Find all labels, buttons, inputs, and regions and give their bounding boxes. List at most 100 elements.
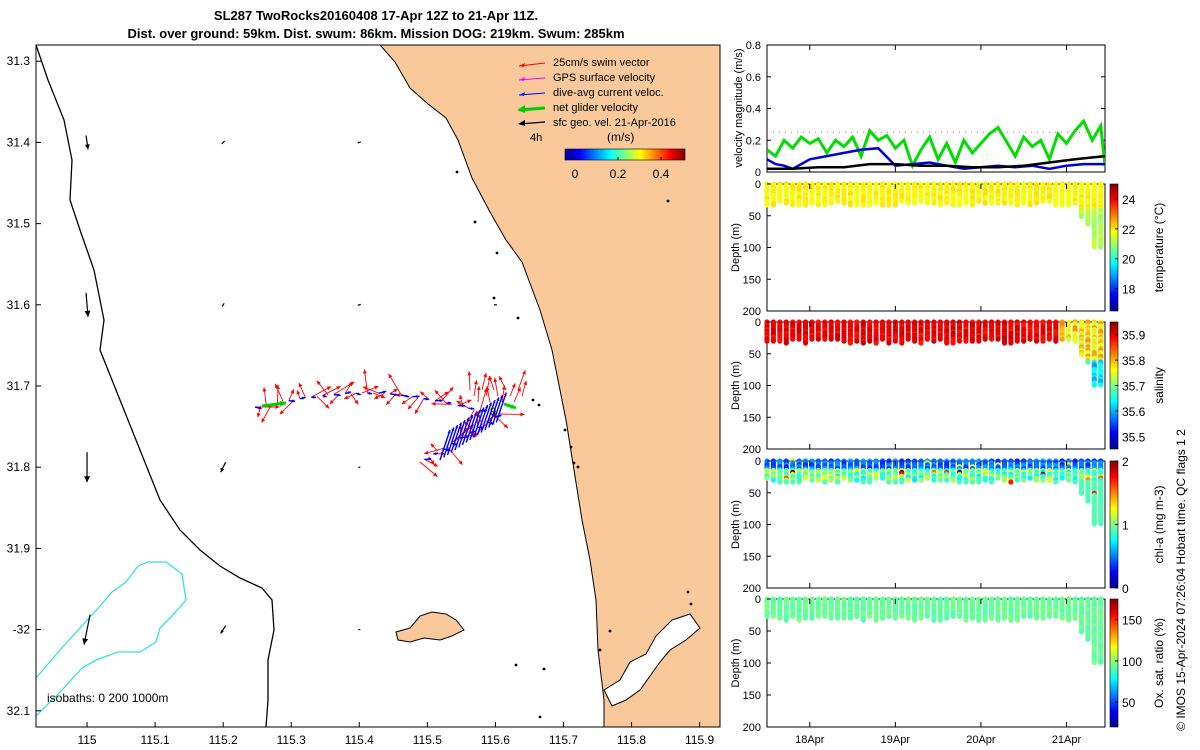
- track-label: 9: [490, 406, 496, 418]
- map-y-tick-label: 31.3: [7, 54, 31, 68]
- current-vector-head: [488, 402, 492, 406]
- swim-vector-head: [467, 399, 472, 404]
- section-sample: [1021, 338, 1027, 344]
- section-sample: [918, 198, 924, 204]
- swim-vector: [467, 371, 472, 391]
- swim-vector-head: [473, 380, 478, 385]
- coast-dot: [542, 667, 546, 671]
- section-sample: [1040, 615, 1046, 621]
- current-vector-head: [458, 422, 462, 426]
- depth-tick-label: 0: [755, 317, 761, 329]
- swim-vector: [419, 461, 438, 477]
- current-vector: [458, 417, 470, 448]
- current-vector: [468, 407, 475, 411]
- current-vector-head: [405, 394, 410, 398]
- swim-vector: [509, 383, 516, 397]
- swim-vector-head: [522, 370, 526, 375]
- section-sample: [995, 200, 1001, 206]
- section-sample: [860, 617, 866, 623]
- section-sample: [1091, 521, 1097, 527]
- swim-vector: [498, 375, 507, 391]
- current-vector-head: [383, 390, 387, 394]
- depth-tick-label: 150: [743, 690, 761, 702]
- section-sample: [1085, 498, 1091, 504]
- section-sample: [969, 338, 976, 344]
- legend-label-geo: sfc geo. vel. 21-Apr-2016: [553, 117, 676, 129]
- map-panel: 115 115.1 115.2 115.3 115.4 115.5 115.6 115.7 11…: [7, 44, 721, 747]
- section-sample: [969, 202, 976, 208]
- current-vector-head: [428, 457, 432, 461]
- section-sample: [1014, 617, 1020, 623]
- swim-vector: [344, 392, 357, 400]
- depth-tick-label: 150: [743, 412, 761, 424]
- section-sample: [1040, 338, 1046, 344]
- section-sample: [796, 336, 802, 342]
- section-sample: [1091, 659, 1097, 666]
- section-sample: [867, 479, 873, 485]
- section-sample: [847, 340, 854, 346]
- map-colorbar: [564, 148, 686, 161]
- section-sample: [982, 200, 988, 206]
- colorbar-tick: 0.2: [610, 167, 627, 181]
- current-vector: [389, 392, 398, 397]
- velocity-y-tick-label: 0.4: [746, 104, 761, 116]
- swim-vector: [362, 369, 368, 394]
- section-sample: [1098, 244, 1104, 250]
- section-sample: [867, 613, 873, 619]
- section-sample: [944, 200, 950, 206]
- swim-vector-head: [336, 386, 341, 390]
- section-sample: [1066, 336, 1072, 342]
- coast-dot: [492, 296, 496, 300]
- swim-vector: [424, 458, 439, 467]
- current-vector-head: [439, 399, 443, 403]
- current-vector-head: [337, 393, 341, 397]
- map-x-tick-label: 115.8: [617, 733, 646, 747]
- current-vector: [311, 395, 317, 399]
- section-colorbar: [1109, 183, 1119, 312]
- current-vector-head: [313, 395, 317, 399]
- current-vector: [333, 393, 341, 397]
- section-sample: [867, 202, 873, 208]
- swim-vector: [485, 386, 491, 403]
- section-sample: [1021, 200, 1027, 206]
- swim-vector-shaft: [388, 373, 402, 396]
- swim-vector: [385, 394, 396, 406]
- section-sample: [802, 340, 809, 346]
- current-vector-shaft: [469, 409, 481, 441]
- section-sample: [764, 202, 770, 208]
- geo-arrow: [357, 303, 361, 306]
- swim-vector: [322, 385, 341, 397]
- section-sample: [931, 477, 937, 483]
- section-sample: [1053, 202, 1059, 208]
- section-sample: [912, 477, 918, 483]
- colorbar-tick-label: 35.8: [1122, 354, 1146, 368]
- section-sample: [924, 613, 931, 619]
- section-sample: [918, 615, 924, 621]
- swim-vector-head: [401, 400, 407, 404]
- net-velocity-vector: [261, 400, 287, 408]
- section-sample: [892, 338, 899, 344]
- date-tick-label: 18Apr: [795, 734, 825, 746]
- swim-vector-head: [354, 399, 359, 405]
- current-vector-shaft: [488, 397, 500, 428]
- current-vector: [412, 394, 420, 398]
- depth-tick-label: 0: [755, 594, 761, 606]
- map-axes: 115 115.1 115.2 115.3 115.4 115.5 115.6 115.7 11…: [7, 54, 715, 747]
- current-vector-head: [258, 406, 262, 410]
- current-vector: [469, 409, 481, 441]
- section-sample: [860, 202, 866, 208]
- swim-vector: [457, 399, 472, 407]
- section-sample: [847, 202, 854, 208]
- swim-vector-head: [279, 410, 285, 415]
- section-sample: [976, 338, 982, 344]
- section-sample: [1059, 336, 1065, 342]
- geo-arrow-head: [358, 466, 359, 468]
- section-sample: [924, 336, 931, 342]
- current-vector-head: [473, 412, 477, 416]
- current-vector: [488, 397, 500, 428]
- swim-vector-head: [316, 380, 321, 385]
- swim-vector: [428, 456, 435, 465]
- geo-arrow-head: [357, 142, 360, 144]
- current-vector-head: [416, 394, 420, 398]
